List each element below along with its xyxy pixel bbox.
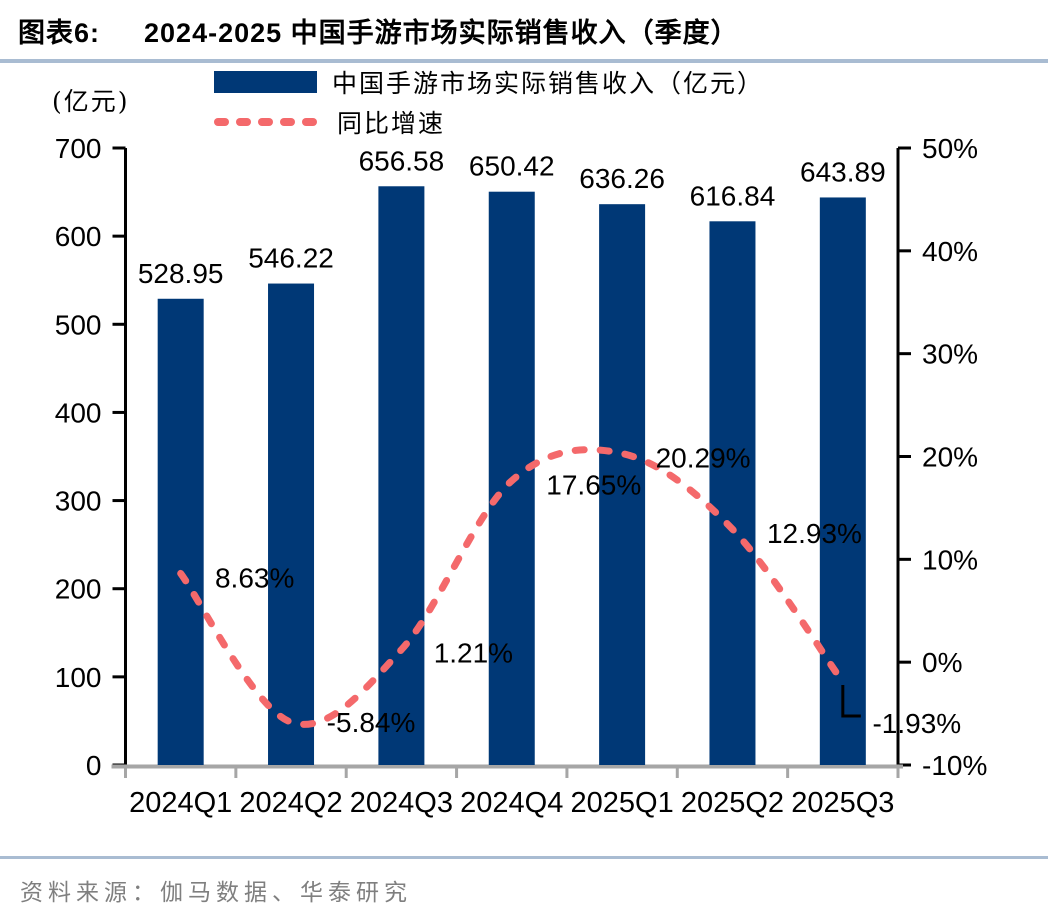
- svg-text:-1.93%: -1.93%: [872, 708, 961, 739]
- figure-number-label: 图表6:: [18, 18, 101, 48]
- svg-text:300: 300: [55, 486, 102, 517]
- svg-text:30%: 30%: [922, 339, 978, 370]
- svg-text:616.84: 616.84: [690, 180, 776, 211]
- x-axis: 2024Q1 2024Q2 2024Q3 2024Q4 2025Q1 2025Q2 2025…: [111, 764, 903, 819]
- svg-text:600: 600: [55, 221, 102, 252]
- figure-footer: 资料来源：伽马数据、华泰研究: [0, 856, 1048, 907]
- svg-text:700: 700: [55, 133, 102, 164]
- bar-series-swatch: [214, 71, 317, 93]
- svg-text:643.89: 643.89: [800, 156, 886, 187]
- svg-text:40%: 40%: [922, 236, 978, 267]
- svg-text:2024Q3: 2024Q3: [350, 787, 453, 819]
- legend-label-growth: 同比增速: [337, 109, 446, 138]
- chart-canvas: 0 100 200 300 400 500 600 700 -10% 0% 10% 20% 30% 40%…: [55, 133, 988, 819]
- figure-header: 图表6: 2024-2025 中国手游市场实际销售收入（季度）: [0, 0, 1048, 63]
- svg-text:1.21%: 1.21%: [434, 638, 513, 669]
- bar-series: [157, 186, 866, 766]
- svg-text:50%: 50%: [922, 133, 978, 164]
- chart-title: 2024-2025 中国手游市场实际销售收入（季度）: [144, 18, 739, 48]
- last-point-callout-line: [841, 685, 861, 718]
- dashed-line-swatch: [214, 118, 322, 126]
- svg-text:546.22: 546.22: [248, 243, 334, 274]
- chart-legend: 中国手游市场实际销售收入（亿元） 同比增速: [214, 66, 764, 146]
- svg-text:20.29%: 20.29%: [656, 443, 751, 474]
- svg-text:500: 500: [55, 309, 102, 340]
- svg-text:0%: 0%: [922, 647, 962, 678]
- svg-text:8.63%: 8.63%: [215, 562, 294, 593]
- legend-item-revenue: 中国手游市场实际销售收入（亿元）: [214, 66, 764, 98]
- svg-text:20%: 20%: [922, 442, 978, 473]
- svg-text:650.42: 650.42: [469, 151, 555, 182]
- svg-text:2025Q1: 2025Q1: [571, 787, 674, 819]
- svg-text:400: 400: [55, 397, 102, 428]
- svg-text:-10%: -10%: [922, 750, 987, 781]
- svg-text:12.93%: 12.93%: [767, 518, 862, 549]
- svg-text:2024Q4: 2024Q4: [460, 787, 563, 819]
- svg-text:656.58: 656.58: [359, 145, 445, 176]
- left-axis: 0 100 200 300 400 500 600 700: [55, 133, 127, 781]
- svg-text:200: 200: [55, 574, 102, 605]
- svg-text:2025Q2: 2025Q2: [681, 787, 784, 819]
- svg-text:10%: 10%: [922, 544, 978, 575]
- source-note: 资料来源：伽马数据、华泰研究: [20, 880, 412, 906]
- right-axis: -10% 0% 10% 20% 30% 40% 50%: [896, 133, 987, 781]
- svg-text:0: 0: [86, 750, 102, 781]
- svg-text:2024Q1: 2024Q1: [129, 787, 232, 819]
- svg-text:17.65%: 17.65%: [546, 470, 641, 501]
- svg-text:-5.84%: -5.84%: [327, 707, 416, 738]
- growth-value-labels: 8.63% -5.84% 1.21% 17.65% 20.29% 12.93% -1.93%: [215, 443, 961, 739]
- svg-text:636.26: 636.26: [579, 163, 665, 194]
- legend-item-growth: 同比增速: [214, 106, 764, 138]
- svg-text:2024Q2: 2024Q2: [239, 787, 342, 819]
- svg-text:528.95: 528.95: [138, 258, 224, 289]
- legend-label-revenue: 中国手游市场实际销售收入（亿元）: [332, 69, 765, 98]
- bar-value-labels: 528.95 546.22 656.58 650.42 636.26 616.84 643.…: [138, 145, 886, 288]
- svg-text:2025Q3: 2025Q3: [791, 787, 894, 819]
- svg-text:100: 100: [55, 662, 102, 693]
- growth-line: [177, 446, 847, 728]
- left-axis-unit-label: (亿元): [52, 87, 130, 116]
